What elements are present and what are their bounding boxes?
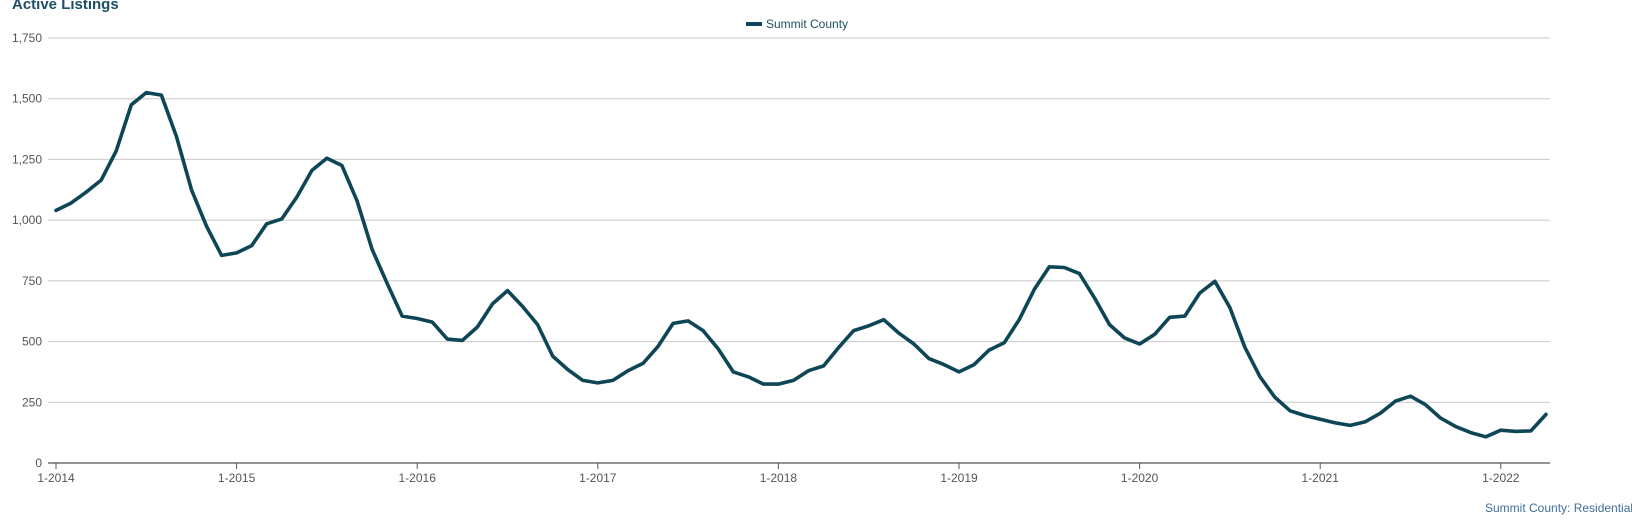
- x-tick-label: 1-2021: [1302, 471, 1340, 485]
- y-tick-label: 0: [35, 456, 42, 470]
- x-tick-label: 1-2015: [218, 471, 256, 485]
- x-tick-label: 1-2014: [37, 471, 75, 485]
- x-tick-label: 1-2017: [579, 471, 617, 485]
- y-tick-label: 250: [22, 395, 42, 409]
- y-tick-label: 750: [22, 274, 42, 288]
- series-line: [54, 90, 1548, 439]
- legend-label: Summit County: [766, 17, 848, 31]
- y-tick-label: 1,750: [12, 31, 42, 45]
- y-tick-label: 500: [22, 335, 42, 349]
- chart-title: Active Listings: [12, 0, 119, 13]
- y-tick-label: 1,250: [12, 152, 42, 166]
- y-axis-tick-labels: 0 250 500 750 1,000 1,250 1,500 1,750: [12, 31, 42, 470]
- x-tick-label: 1-2020: [1121, 471, 1159, 485]
- x-tick-label: 1-2019: [940, 471, 978, 485]
- series-group: [54, 90, 1548, 439]
- grid-lines: [48, 37, 1550, 403]
- y-tick-label: 1,000: [12, 213, 42, 227]
- x-axis-ticks: 1-2014 1-2015 1-2016 1-2017 1-2018 1-2019 1-20…: [37, 463, 1520, 485]
- chart-source-label: Summit County: Residential: [1485, 501, 1632, 515]
- x-tick-label: 1-2018: [760, 471, 798, 485]
- x-tick-label: 1-2022: [1482, 471, 1520, 485]
- legend: Summit County: [746, 17, 848, 31]
- y-tick-label: 1,500: [12, 92, 42, 106]
- x-tick-label: 1-2016: [399, 471, 437, 485]
